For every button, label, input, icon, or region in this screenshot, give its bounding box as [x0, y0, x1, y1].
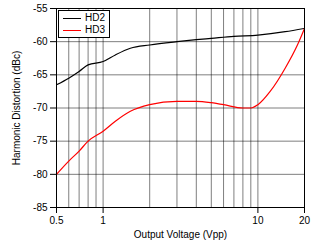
svg-text:Harmonic Distortion (dBc): Harmonic Distortion (dBc)	[11, 51, 22, 165]
html-text:HD2: HD2	[85, 12, 105, 23]
svg-text:-75: -75	[33, 135, 48, 146]
html-text:HD3: HD3	[85, 24, 105, 35]
svg-text:-80: -80	[33, 169, 48, 180]
svg-text:-85: -85	[33, 202, 48, 213]
svg-text:Output Voltage (Vpp): Output Voltage (Vpp)	[134, 229, 227, 240]
svg-text:1: 1	[100, 215, 106, 226]
svg-text:20: 20	[299, 215, 311, 226]
svg-text:10: 10	[252, 215, 264, 226]
svg-text:-70: -70	[33, 102, 48, 113]
svg-text:-65: -65	[33, 69, 48, 80]
svg-text:0.5: 0.5	[50, 215, 64, 226]
svg-text:-60: -60	[33, 36, 48, 47]
svg-text:-55: -55	[33, 3, 48, 14]
